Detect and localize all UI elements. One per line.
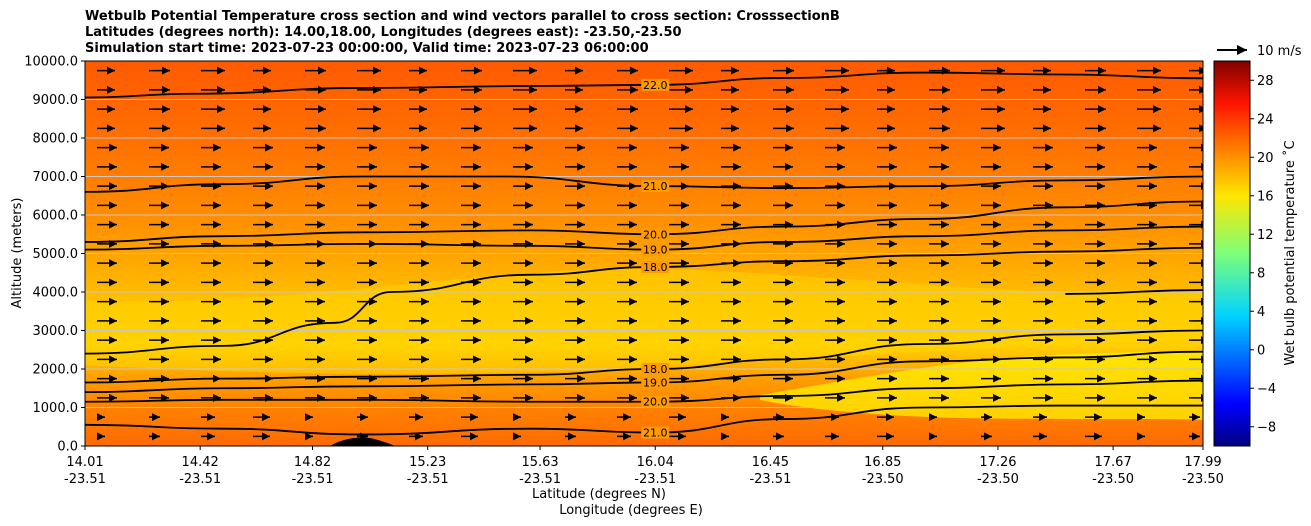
colorbar-tick-label: 20	[1257, 151, 1274, 166]
contour-label: 21.0	[643, 427, 668, 440]
contour-label-bg	[641, 395, 670, 408]
x-tick-label-lat: 16.85	[864, 455, 901, 470]
x-tick-label-lat: 14.42	[182, 455, 219, 470]
contour-label: 18.0	[643, 261, 668, 274]
colorbar-ticks: −8 −4 0 4 8 12 16 20 24 28	[1250, 74, 1276, 435]
x-tick-label-lat: 17.99	[1184, 455, 1221, 470]
contour-labels: 22.021.020.019.018.018.019.020.021.0	[641, 78, 670, 440]
contour-label-bg	[641, 260, 670, 273]
y-tick-label: 1000.0	[33, 401, 79, 416]
x-tick-label-lon: -23.50	[977, 472, 1019, 487]
x-tick-label-lon: -23.51	[179, 472, 221, 487]
y-tick-label: 4000.0	[33, 286, 79, 301]
x-tick-label-lat: 16.45	[752, 455, 789, 470]
surface-dark-region	[330, 437, 395, 446]
colorbar-tick-label: 24	[1257, 112, 1274, 127]
x-tick-label-lat: 15.23	[409, 455, 446, 470]
colorbar-tick-label: −8	[1257, 420, 1276, 435]
contour-label: 19.0	[643, 244, 668, 257]
contour-label-bg	[641, 376, 670, 389]
title-line-2: Latitudes (degrees north): 14.00,18.00, …	[85, 25, 682, 40]
y-tick-label: 0.0	[57, 440, 78, 455]
x-tick-label-lon: -23.51	[407, 472, 449, 487]
x-tick-label-lat: 14.82	[294, 455, 331, 470]
contour-label-bg	[641, 363, 670, 375]
colorbar-tick-label: 28	[1257, 74, 1274, 89]
contour-label: 22.0	[643, 79, 668, 92]
colorbar-label: Wet bulb potential temperature ˚C	[1282, 140, 1298, 365]
x-axis-label-longitude: Longitude (degrees E)	[559, 503, 703, 518]
y-tick-label: 7000.0	[33, 170, 79, 185]
x-tick-label-lon: -23.51	[749, 472, 791, 487]
contour-line	[1065, 289, 1203, 295]
y-tick-label: 9000.0	[33, 93, 79, 108]
x-tick-label-lon: -23.51	[519, 472, 561, 487]
contour-label-bg	[641, 78, 670, 91]
contour-label: 18.0	[643, 363, 668, 376]
y-axis-label: Altitude (meters)	[10, 198, 25, 309]
x-tick-label-lat: 17.26	[979, 455, 1016, 470]
colorbar-tick-label: 4	[1257, 305, 1265, 320]
contour-label-bg	[641, 228, 670, 241]
warm-yellow-region-right	[760, 350, 1203, 420]
contour-label: 20.0	[643, 396, 668, 409]
quiver-key-label: 10 m/s	[1257, 44, 1302, 59]
wind-vectors	[97, 66, 1203, 441]
y-tick-label: 2000.0	[33, 363, 79, 378]
contour-label-bg	[641, 426, 670, 439]
contour-label: 19.0	[643, 376, 668, 389]
y-tick-label: 6000.0	[33, 209, 79, 224]
y-tick-label: 5000.0	[33, 247, 79, 262]
contour-label: 21.0	[643, 180, 668, 193]
x-tick-label-lon: -23.51	[634, 472, 676, 487]
x-tick-label-lat: 15.63	[521, 455, 558, 470]
colorbar	[1213, 60, 1251, 447]
x-tick-label-lat: 17.67	[1095, 455, 1132, 470]
chart-title: Wetbulb Potential Temperature cross sect…	[85, 9, 840, 57]
mid-yellow-region	[85, 268, 1203, 374]
colorbar-tick-label: 0	[1257, 343, 1265, 358]
x-tick-label-lon: -23.50	[1182, 472, 1224, 487]
y-tick-label: 8000.0	[33, 132, 79, 147]
x-tick-label-lon: -23.50	[1092, 472, 1134, 487]
x-tick-label-lon: -23.51	[292, 472, 334, 487]
x-tick-label-lon: -23.51	[64, 472, 106, 487]
contour-label-bg	[641, 180, 670, 193]
x-axis-label-latitude: Latitude (degrees N)	[532, 487, 666, 502]
y-axis: 0.0 1000.0 2000.0 3000.0 4000.0 5000.0 6000.0 7…	[24, 55, 85, 455]
x-tick-label-lon: -23.50	[862, 472, 904, 487]
contour-label: 20.0	[643, 228, 668, 241]
title-line-3: Simulation start time: 2023-07-23 00:00:…	[85, 41, 649, 56]
colorbar-tick-label: 16	[1257, 189, 1274, 204]
y-tick-label: 3000.0	[33, 324, 79, 339]
colorbar-tick-label: −4	[1257, 382, 1276, 397]
contour-line	[85, 246, 1203, 355]
y-tick-label: 10000.0	[24, 55, 78, 70]
contour-label-bg	[641, 243, 670, 256]
x-tick-label-lat: 16.04	[637, 455, 674, 470]
x-tick-label-lat: 14.01	[66, 455, 103, 470]
colorbar-tick-label: 12	[1257, 228, 1274, 243]
title-line-1: Wetbulb Potential Temperature cross sect…	[85, 9, 840, 24]
colorbar-tick-label: 8	[1257, 266, 1265, 281]
x-axis: 14.01 -23.51 14.42 -23.51 14.82 -23.51 15.23 -2…	[64, 446, 1224, 487]
